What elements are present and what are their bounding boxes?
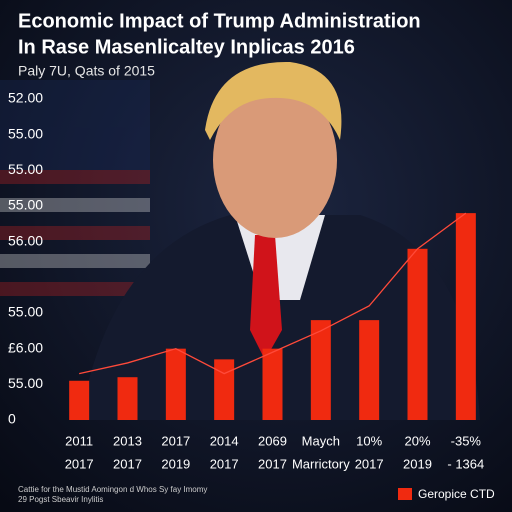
y-tick-label: 55.00 [8, 197, 43, 213]
x-tick-label: 2069 [258, 433, 287, 448]
x-tick-label: - 1364 [447, 456, 484, 471]
bar [359, 320, 380, 420]
y-tick-label: 0 [8, 411, 16, 427]
trend-line [79, 212, 467, 375]
bar [407, 248, 428, 420]
y-tick-label: 55.00 [8, 304, 43, 320]
chart-subtitle: Paly 7U, Qats of 2015 [18, 63, 155, 79]
chart-title: In Rase Masenlicaltey Inplicas 2016 [18, 36, 355, 58]
x-tick-label: 2017 [258, 456, 287, 471]
y-tick-label: 55.00 [8, 375, 43, 391]
x-tick-label: 2017 [355, 456, 384, 471]
x-tick-label: 2017 [65, 456, 94, 471]
x-tick-label: 2019 [403, 456, 432, 471]
bar [117, 377, 138, 420]
x-tick-label: 2019 [161, 456, 190, 471]
y-tick-label: 55.00 [8, 125, 43, 141]
x-tick-label: Maych [302, 433, 340, 448]
legend-swatch [398, 488, 412, 500]
bar [214, 359, 235, 420]
x-tick-label: 20% [404, 433, 430, 448]
x-tick-label: 2014 [210, 433, 239, 448]
footnote: Cattie for the Mustid Aomingon d Whos Sy… [18, 485, 207, 494]
y-tick-label: 56.00 [8, 232, 43, 248]
x-tick-label: 2011 [65, 433, 93, 448]
x-tick-label: 2017 [161, 433, 190, 448]
bar [455, 213, 476, 420]
x-tick-label: 2013 [113, 433, 142, 448]
bar [262, 348, 283, 420]
x-tick-label: 10% [356, 433, 382, 448]
x-tick-label: 2017 [210, 456, 239, 471]
y-tick-label: 52.00 [8, 90, 43, 106]
chart-title: Economic Impact of Trump Administration [18, 10, 421, 32]
y-tick-label: £6.00 [8, 339, 43, 355]
x-tick-label: Marrictory [292, 456, 350, 471]
bar [69, 380, 90, 420]
legend-label: Geropice CTD [418, 487, 495, 501]
bar [310, 320, 331, 420]
x-tick-label: -35% [451, 433, 482, 448]
y-tick-label: 55.00 [8, 161, 43, 177]
footnote: 29 Pogst Sbeavir Inylitis [18, 495, 103, 504]
flag [0, 80, 150, 296]
x-tick-label: 2017 [113, 456, 142, 471]
bar [165, 348, 186, 420]
